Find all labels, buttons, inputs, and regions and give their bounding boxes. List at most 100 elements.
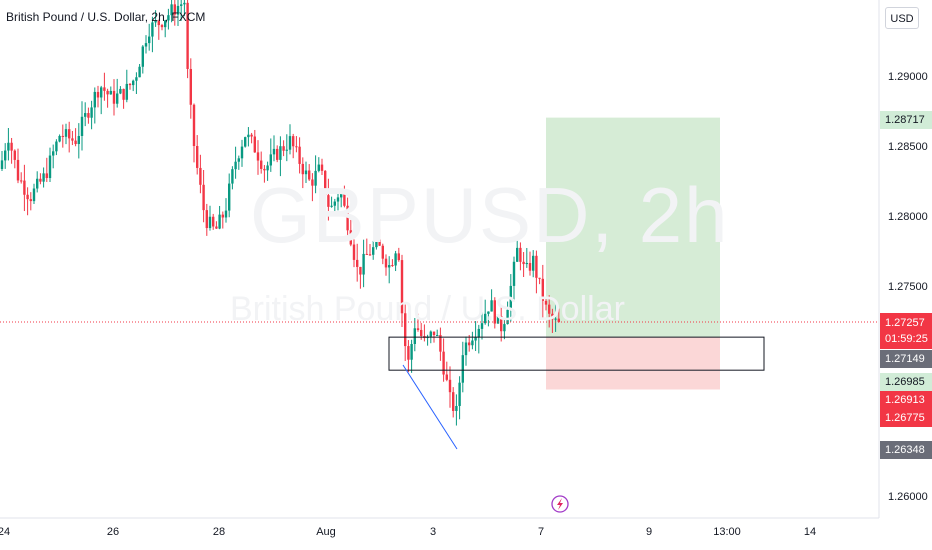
candle-body (519, 247, 522, 262)
candle-body (474, 337, 477, 341)
candle-body (68, 129, 71, 139)
candle-body (279, 146, 282, 160)
time-tick-label: 7 (537, 526, 545, 538)
watermark-name: British Pound / U.S. Dollar (230, 290, 625, 328)
candle-body (314, 170, 317, 186)
candle-body (244, 137, 247, 147)
drawing-overlays[interactable] (0, 321, 879, 450)
time-tick-label: 9 (645, 526, 653, 538)
candle-body (292, 136, 295, 147)
candle-body (324, 170, 327, 196)
candle-body (256, 152, 260, 161)
stop-loss-zone[interactable] (546, 337, 720, 390)
candle-body (144, 43, 148, 47)
candle-body (276, 148, 279, 160)
candle-body (208, 216, 212, 229)
candle-body (487, 311, 490, 314)
candle-body (429, 331, 432, 337)
candle-body (80, 116, 84, 136)
candle-body (295, 146, 298, 148)
candle-body (525, 262, 528, 265)
candle-body (157, 20, 160, 26)
candle-body (170, 4, 173, 16)
candle-body (228, 183, 231, 211)
candle-body (196, 146, 199, 168)
candle-body (61, 135, 64, 137)
candle-body (500, 316, 503, 332)
candle-body (548, 304, 551, 314)
candle-body (116, 93, 119, 104)
candle-body (362, 253, 365, 275)
candle-body (13, 150, 16, 160)
profit-target-zone[interactable] (546, 117, 720, 338)
candle-body (106, 90, 109, 95)
candle-body (506, 309, 509, 325)
candle-body (336, 197, 340, 202)
price-tick-label: 1.26000 (888, 491, 928, 503)
position-zones[interactable] (546, 117, 720, 390)
candle-body (388, 265, 391, 268)
candle-body (464, 342, 468, 356)
price-badge-value: 1.28717 (885, 114, 925, 126)
price-tick-label: 1.28000 (888, 211, 928, 223)
candle-body (298, 146, 301, 164)
candle-body (522, 261, 525, 265)
time-tick-label: 24 (0, 526, 11, 538)
candle-body (247, 134, 250, 138)
time-tick-label: 26 (106, 526, 120, 538)
candle-body (29, 199, 32, 202)
candle-body (189, 68, 192, 105)
candle-body (218, 214, 221, 229)
candle-body (551, 313, 554, 320)
candle-body (167, 15, 170, 21)
price-badge: 1.26985 (880, 373, 932, 391)
events-indicator[interactable] (551, 495, 569, 513)
candle-body (471, 340, 474, 346)
candle-body (436, 335, 439, 337)
price-badge-value: 1.26985 (885, 376, 925, 388)
candle-body (180, 4, 183, 6)
price-badge-value: 1.27149 (885, 353, 925, 365)
currency-button[interactable]: USD (885, 7, 919, 29)
candle-body (452, 392, 455, 411)
candle-body (141, 46, 144, 67)
candle-body (288, 136, 292, 150)
time-tick-label: 13:00 (713, 526, 741, 538)
candle-body (39, 178, 42, 182)
candle-body (301, 163, 304, 175)
candle-body (212, 216, 215, 227)
price-tick-label: 1.28500 (888, 141, 928, 153)
candle-body (164, 20, 167, 28)
candle-body (381, 245, 384, 259)
candlestick-series (0, 0, 560, 426)
candle-body (93, 91, 96, 108)
candle-body (205, 210, 208, 229)
candle-body (327, 195, 330, 207)
candle-body (346, 205, 349, 231)
candle-body (480, 323, 484, 329)
candle-body (420, 329, 423, 337)
trend-line[interactable] (402, 364, 458, 450)
lightning-bolt-glyph (557, 498, 563, 510)
candle-body (320, 164, 324, 171)
candle-body (260, 160, 263, 169)
candle-body (439, 335, 442, 352)
candle-body (32, 188, 36, 202)
candle-body (359, 266, 362, 275)
candle-body (349, 230, 352, 245)
candle-body (311, 179, 314, 186)
candle-body (96, 91, 100, 98)
candle-body (55, 141, 58, 152)
candle-body (199, 167, 202, 185)
candle-body (528, 262, 532, 271)
candle-body (541, 278, 544, 301)
candle-body (304, 170, 308, 175)
candle-body (183, 2, 186, 5)
candle-body (557, 318, 560, 323)
candle-body (221, 214, 224, 218)
candle-body (308, 170, 311, 180)
candle-body (333, 201, 336, 206)
candle-body (0, 160, 4, 169)
support-zone-box[interactable] (388, 336, 765, 371)
